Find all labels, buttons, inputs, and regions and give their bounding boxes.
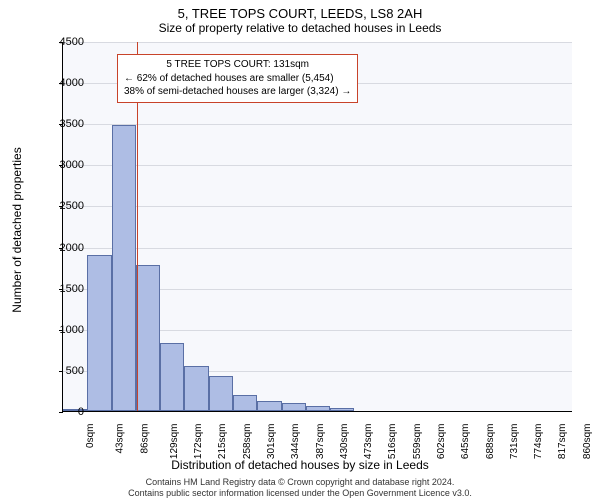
x-tick-label: 473sqm xyxy=(363,424,374,460)
annotation-line-1: 5 TREE TOPS COURT: 131sqm xyxy=(124,58,351,72)
x-tick-label: 430sqm xyxy=(339,424,350,460)
y-tick-label: 2000 xyxy=(46,242,84,254)
histogram-bar xyxy=(257,401,281,411)
histogram-bar xyxy=(306,406,330,411)
y-tick-label: 1500 xyxy=(46,283,84,295)
y-tick-label: 4500 xyxy=(46,36,84,48)
x-tick-label: 817sqm xyxy=(558,424,569,460)
chart-title: 5, TREE TOPS COURT, LEEDS, LS8 2AH xyxy=(0,0,600,21)
histogram-bar xyxy=(209,376,233,411)
x-axis-label: Distribution of detached houses by size … xyxy=(0,458,600,472)
y-tick-label: 0 xyxy=(46,406,84,418)
histogram-bar xyxy=(233,395,257,411)
gridline xyxy=(63,248,572,249)
y-tick-label: 2500 xyxy=(46,200,84,212)
x-tick-label: 387sqm xyxy=(315,424,326,460)
histogram-bar xyxy=(282,403,306,411)
y-axis-label: Number of detached properties xyxy=(10,147,24,312)
x-tick-label: 172sqm xyxy=(193,424,204,460)
histogram-bar xyxy=(112,125,136,411)
gridline xyxy=(63,206,572,207)
x-tick-label: 129sqm xyxy=(169,424,180,460)
histogram-bar xyxy=(136,265,160,411)
chart-area: 5 TREE TOPS COURT: 131sqm ← 62% of detac… xyxy=(62,42,572,412)
gridline xyxy=(63,124,572,125)
histogram-bar xyxy=(330,408,354,411)
x-tick-label: 645sqm xyxy=(460,424,471,460)
histogram-bar xyxy=(160,343,184,411)
x-tick-label: 516sqm xyxy=(388,424,399,460)
histogram-bar xyxy=(184,366,208,411)
y-tick-label: 3000 xyxy=(46,159,84,171)
histogram-bar xyxy=(87,255,111,411)
gridline xyxy=(63,42,572,43)
x-tick-label: 215sqm xyxy=(218,424,229,460)
y-tick-label: 500 xyxy=(46,365,84,377)
x-tick-label: 258sqm xyxy=(242,424,253,460)
x-tick-label: 860sqm xyxy=(582,424,593,460)
annotation-line-3: 38% of semi-detached houses are larger (… xyxy=(124,85,351,99)
annotation-line-2: ← 62% of detached houses are smaller (5,… xyxy=(124,72,351,86)
x-tick-label: 731sqm xyxy=(509,424,520,460)
x-tick-label: 86sqm xyxy=(139,424,150,454)
x-tick-label: 301sqm xyxy=(266,424,277,460)
x-tick-label: 602sqm xyxy=(436,424,447,460)
footer-line-2: Contains public sector information licen… xyxy=(0,488,600,499)
x-tick-label: 0sqm xyxy=(85,424,96,448)
chart-subtitle: Size of property relative to detached ho… xyxy=(0,21,600,37)
x-tick-label: 688sqm xyxy=(485,424,496,460)
y-tick-label: 4000 xyxy=(46,77,84,89)
annotation-callout: 5 TREE TOPS COURT: 131sqm ← 62% of detac… xyxy=(117,54,358,103)
y-tick-label: 1000 xyxy=(46,324,84,336)
x-tick-label: 559sqm xyxy=(412,424,423,460)
x-tick-label: 344sqm xyxy=(290,424,301,460)
footer-line-1: Contains HM Land Registry data © Crown c… xyxy=(0,477,600,488)
x-tick-label: 43sqm xyxy=(115,424,126,454)
y-tick-label: 3500 xyxy=(46,118,84,130)
x-tick-label: 774sqm xyxy=(533,424,544,460)
footer-attribution: Contains HM Land Registry data © Crown c… xyxy=(0,477,600,500)
gridline xyxy=(63,165,572,166)
